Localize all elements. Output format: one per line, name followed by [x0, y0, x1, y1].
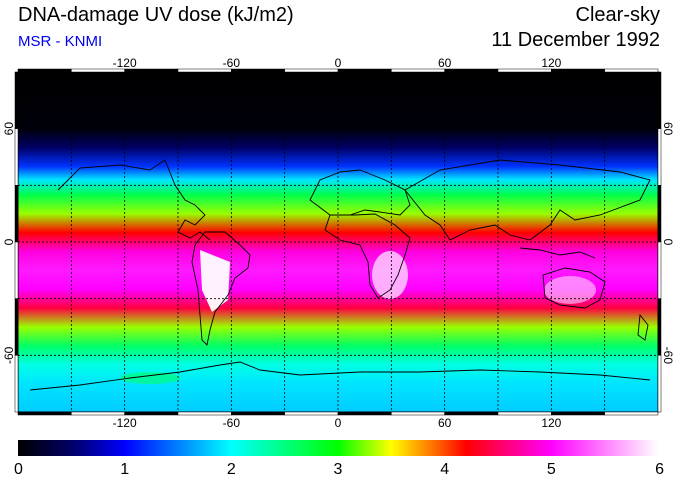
latitude-label: -60	[2, 346, 16, 364]
frame-segment-bottom	[444, 411, 499, 416]
colorbar-label: 6	[655, 461, 664, 478]
date-label: 11 December 1992	[491, 29, 660, 51]
latitude-labels-right: 60 0 -60	[661, 122, 675, 364]
colorbar-labels: 0 1 2 3 4 5 6	[14, 461, 664, 478]
frame-segment-right	[657, 185, 662, 243]
frame-segment-bottom	[284, 411, 339, 416]
frame-segment-bottom	[71, 411, 125, 416]
longitude-label: -60	[223, 56, 241, 70]
south-america-coast	[191, 231, 251, 346]
latitude-label: 0	[661, 239, 675, 246]
antarctica-coast	[29, 361, 651, 391]
colorbar-label: 0	[14, 461, 23, 478]
frame-segment-bottom	[124, 411, 179, 416]
map-title: DNA-damage UV dose (kJ/m2)	[18, 4, 294, 26]
frame-segment-bottom	[337, 411, 392, 416]
colorbar-label: 4	[440, 461, 449, 478]
frame-segment-right	[657, 355, 662, 413]
frame-segment-right	[657, 241, 662, 299]
colorbar-label: 5	[547, 461, 556, 478]
frame-segment-top	[604, 68, 659, 73]
frame-segment-top	[337, 68, 392, 73]
longitude-label: -120	[113, 416, 137, 430]
frame-segment-right	[657, 128, 662, 186]
longitude-label: -120	[113, 56, 137, 70]
australia-peak-region	[544, 276, 596, 304]
latitude-label: 60	[661, 122, 675, 136]
frame-segment-top	[391, 68, 445, 73]
frame-segment-left	[14, 71, 19, 129]
frame-segment-bottom	[177, 411, 232, 416]
longitude-label: 120	[541, 416, 561, 430]
south-america-peak-region	[200, 250, 230, 312]
latitude-label: 60	[2, 122, 16, 136]
longitude-label: -60	[223, 416, 241, 430]
longitude-label: 60	[438, 416, 452, 430]
frame-segment-top	[17, 68, 72, 73]
graticule	[18, 72, 658, 412]
latitude-label: -60	[661, 347, 675, 365]
frame-segment-bottom	[231, 411, 285, 416]
frame-segment-left	[14, 355, 19, 413]
latitude-label: 0	[2, 238, 16, 245]
asia-coast	[404, 159, 651, 241]
colorbar-label: 2	[227, 461, 236, 478]
frame-segment-bottom	[604, 411, 659, 416]
frame-segment-right	[657, 298, 662, 356]
colorbar-label: 1	[120, 461, 129, 478]
frame-segment-top	[444, 68, 499, 73]
frame-segment-right	[657, 71, 662, 129]
frame-segments	[14, 68, 662, 416]
dose-highlights	[120, 250, 596, 384]
maritime-southeast-asia-coast	[519, 247, 596, 259]
new-zealand-coast	[637, 313, 649, 341]
frame-segment-left	[14, 185, 19, 243]
frame-segment-bottom	[551, 411, 605, 416]
longitude-label: 0	[335, 416, 342, 430]
frame-segment-left	[14, 128, 19, 186]
latitude-labels-left: 60 0 -60	[2, 122, 16, 364]
longitude-label: 120	[541, 56, 561, 70]
north-america-coast	[57, 159, 211, 241]
australia-coast	[542, 267, 606, 309]
frame-segment-left	[14, 241, 19, 299]
antarctic-green-patch	[120, 372, 180, 384]
data-source-label: MSR - KNMI	[18, 33, 103, 50]
colorbar	[18, 440, 658, 456]
longitude-label: 0	[335, 56, 342, 70]
frame-segment-bottom	[391, 411, 445, 416]
sky-condition-label: Clear-sky	[575, 4, 660, 26]
colorbar-label: 3	[334, 461, 343, 478]
longitude-labels-bottom: -120 -60 0 60 120	[113, 416, 562, 430]
frame-segment-top	[284, 68, 339, 73]
southern-africa-peak-region	[372, 251, 408, 299]
longitude-label: 60	[438, 56, 452, 70]
frame-segment-bottom	[497, 411, 552, 416]
frame-segment-bottom	[17, 411, 72, 416]
longitude-labels-top: -120 -60 0 60 120	[113, 56, 562, 70]
